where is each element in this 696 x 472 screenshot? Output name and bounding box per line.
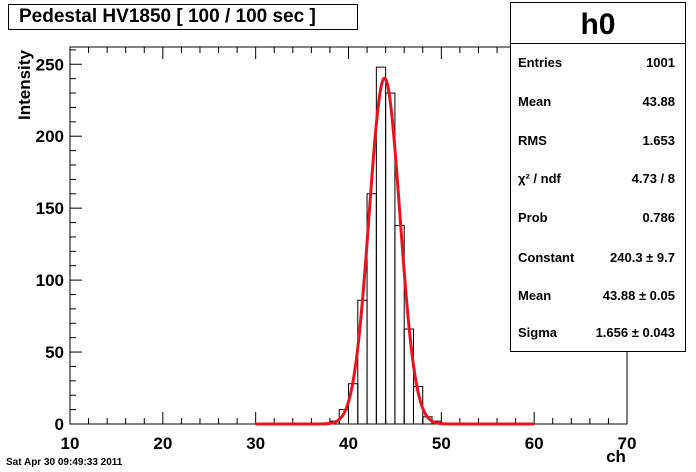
stats-label: Mean <box>518 94 552 109</box>
x-tick-label: 30 <box>246 434 265 453</box>
y-tick-label: 100 <box>36 271 64 290</box>
stats-row-mean: Mean 43.88 <box>511 92 685 112</box>
x-tick-label: 60 <box>525 434 544 453</box>
stats-row-constant: Constant 240.3 ± 9.7 <box>511 248 685 268</box>
stats-row-chi2-ndf: χ² / ndf 4.73 / 8 <box>511 169 685 189</box>
stats-label: Constant <box>518 250 575 265</box>
stats-value: 0.786 <box>642 210 675 225</box>
x-tick-label: 50 <box>432 434 451 453</box>
stats-histogram-name: h0 <box>511 3 685 44</box>
chart-title: Pedestal HV1850 [ 100 / 100 sec ] <box>8 4 358 30</box>
stats-label: Mean <box>518 288 552 303</box>
stats-label: χ² / ndf <box>518 171 561 186</box>
y-tick-label: 250 <box>36 55 64 74</box>
stats-value: 4.73 / 8 <box>631 171 675 186</box>
stats-row-entries: Entries 1001 <box>511 53 685 73</box>
x-tick-label: 20 <box>153 434 172 453</box>
stats-value: 1.653 <box>642 133 675 148</box>
timestamp: Sat Apr 30 09:49:33 2011 <box>6 457 123 468</box>
stats-value: 1001 <box>646 55 675 70</box>
stats-row-sigma: Sigma 1.656 ± 0.043 <box>511 323 685 343</box>
y-tick-label: 0 <box>55 415 64 434</box>
y-axis-label: Intensity <box>15 50 34 120</box>
x-tick-label: 40 <box>339 434 358 453</box>
stats-value: 43.88 ± 0.05 <box>602 288 675 303</box>
y-tick-label: 150 <box>36 199 64 218</box>
x-tick-label: 70 <box>618 434 637 453</box>
stats-row-fit-mean: Mean 43.88 ± 0.05 <box>511 286 685 306</box>
y-tick-label: 50 <box>45 343 64 362</box>
stats-label: Entries <box>518 55 563 70</box>
stats-label: Prob <box>518 210 548 225</box>
x-tick-label: 10 <box>61 434 80 453</box>
histogram-bin <box>357 299 368 425</box>
histogram-bin <box>348 383 359 425</box>
gaussian-fit-line <box>255 76 535 426</box>
stats-label: Sigma <box>518 325 558 340</box>
stats-box: h0 Entries 1001 Mean 43.88 RMS 1.653 χ² … <box>510 2 686 352</box>
stats-row-prob: Prob 0.786 <box>511 208 685 228</box>
stats-value: 43.88 <box>642 94 675 109</box>
stats-value: 1.656 ± 0.043 <box>595 325 675 340</box>
stats-label: RMS <box>518 133 547 148</box>
stats-row-rms: RMS 1.653 <box>511 131 685 151</box>
y-tick-label: 200 <box>36 127 64 146</box>
x-axis-label: ch <box>606 447 626 466</box>
stats-value: 240.3 ± 9.7 <box>610 250 675 265</box>
